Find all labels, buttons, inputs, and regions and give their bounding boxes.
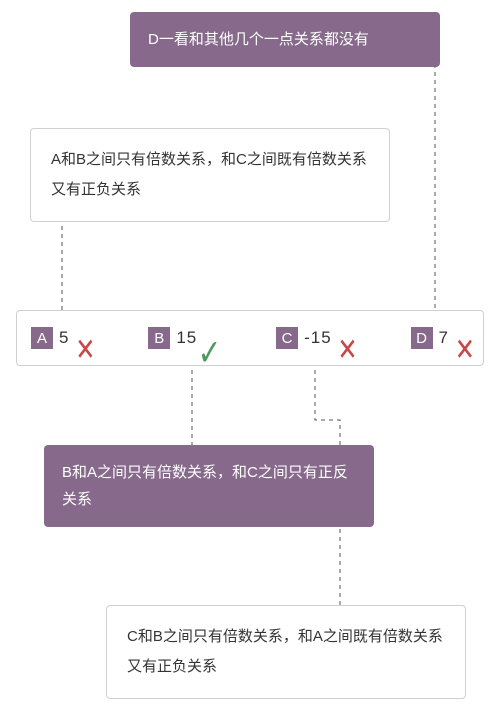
callout-b-purple: B和A之间只有倍数关系，和C之间只有正反关系 xyxy=(44,445,374,527)
callout-d-purple: D一看和其他几个一点关系都没有 xyxy=(130,12,440,67)
cross-icon: ✕ xyxy=(455,332,475,370)
callout-d-text: D一看和其他几个一点关系都没有 xyxy=(148,31,369,48)
option-b: B15✓ xyxy=(148,327,217,349)
option-value: -15 xyxy=(304,328,332,348)
callout-a-text: A和B之间只有倍数关系，和C之间既有倍数关系又有正负关系 xyxy=(51,151,367,198)
option-value: 5 xyxy=(59,328,69,348)
option-d: D7✕ xyxy=(411,327,469,349)
option-a: A5✕ xyxy=(31,327,89,349)
option-letter: C xyxy=(276,327,298,349)
callout-c-text: C和B之间只有倍数关系，和A之间既有倍数关系又有正负关系 xyxy=(127,628,443,675)
option-letter: B xyxy=(148,327,170,349)
diagram-root: D一看和其他几个一点关系都没有 A和B之间只有倍数关系，和C之间既有倍数关系又有… xyxy=(0,0,500,718)
options-strip: A5✕B15✓C-15✕D7✕ xyxy=(16,310,484,366)
option-letter: D xyxy=(411,327,433,349)
option-c: C-15✕ xyxy=(276,327,352,349)
callout-c-white: C和B之间只有倍数关系，和A之间既有倍数关系又有正负关系 xyxy=(106,605,466,699)
option-value: 7 xyxy=(439,328,449,348)
callout-b-text: B和A之间只有倍数关系，和C之间只有正反关系 xyxy=(62,464,348,508)
cross-icon: ✕ xyxy=(338,332,358,370)
option-value: 15 xyxy=(176,328,197,348)
cross-icon: ✕ xyxy=(75,332,95,370)
option-letter: A xyxy=(31,327,53,349)
check-icon: ✓ xyxy=(198,331,221,374)
callout-a-white: A和B之间只有倍数关系，和C之间既有倍数关系又有正负关系 xyxy=(30,128,390,222)
